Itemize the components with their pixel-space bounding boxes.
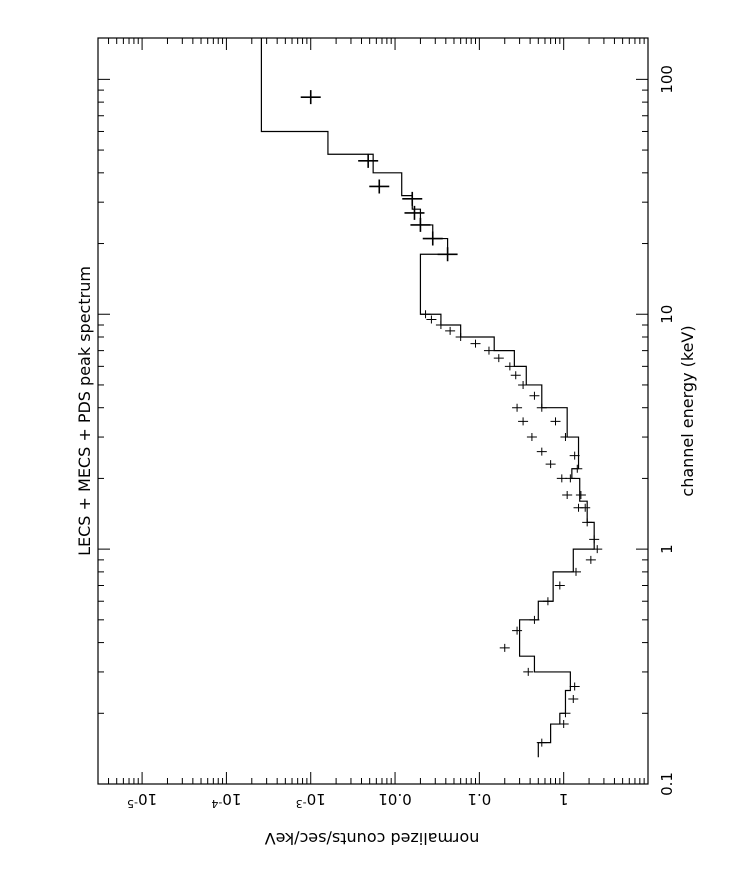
series-mecs	[420, 310, 591, 512]
data-point	[512, 403, 523, 412]
data-point	[410, 217, 431, 232]
data-point	[536, 738, 547, 747]
data-point	[556, 474, 567, 483]
data-point	[529, 615, 540, 624]
data-point	[512, 626, 523, 635]
data-point	[493, 354, 504, 363]
data-point	[523, 667, 534, 676]
data-point	[504, 362, 515, 371]
data-point	[542, 597, 553, 606]
plot-frame	[97, 37, 649, 785]
data-point	[562, 490, 573, 499]
data-point	[580, 503, 591, 512]
data-point	[554, 581, 565, 590]
data-point	[572, 464, 583, 473]
data-point	[582, 518, 593, 527]
series-lecs	[499, 403, 603, 747]
data-point	[470, 339, 481, 348]
data-point	[592, 545, 603, 554]
data-point	[536, 447, 547, 456]
data-point	[358, 153, 379, 168]
data-point	[402, 191, 423, 206]
data-point	[569, 451, 580, 460]
data-point	[526, 433, 537, 442]
data-point	[518, 380, 529, 389]
data-point	[435, 320, 446, 329]
data-point	[455, 333, 466, 342]
data-point	[558, 720, 569, 729]
model-line	[260, 38, 595, 758]
data-point	[560, 433, 571, 442]
x-tick-label: 100	[658, 65, 676, 94]
x-tick-label: 1	[658, 544, 676, 554]
y-tick-label: 10-4	[211, 790, 241, 810]
y-axis-label: normalized counts/sec/keV	[265, 829, 480, 848]
y-tick-label: 10-5	[127, 790, 157, 810]
y-tick-label: 0.01	[378, 790, 411, 808]
data-point	[560, 709, 571, 718]
data-point	[529, 391, 540, 400]
data-point	[550, 417, 561, 426]
series-pds	[300, 90, 458, 262]
data-point	[300, 90, 321, 105]
data-point	[536, 403, 547, 412]
data-point	[404, 205, 425, 220]
data-point	[426, 315, 437, 324]
x-tick-label: 0.1	[658, 772, 676, 796]
data-points	[300, 90, 603, 747]
model-curve	[260, 38, 595, 758]
data-point	[565, 474, 576, 483]
x-axis-label: channel energy (keV)	[678, 325, 697, 496]
tick-marks	[97, 38, 649, 785]
chart-title: LECS + MECS + PDS peak spectrum	[75, 266, 94, 556]
data-point	[589, 535, 600, 544]
data-point	[568, 695, 579, 704]
y-tick-label: 10-3	[296, 790, 326, 810]
x-tick-label: 10	[658, 305, 676, 324]
data-point	[420, 310, 431, 319]
data-point	[585, 555, 596, 564]
data-point	[445, 326, 456, 335]
y-tick-label: 1	[559, 790, 569, 808]
data-point	[575, 490, 586, 499]
data-point	[510, 371, 521, 380]
data-point	[369, 179, 390, 194]
data-point	[499, 643, 510, 652]
data-point	[569, 682, 580, 691]
data-point	[483, 346, 494, 355]
y-tick-label: 0.1	[467, 790, 491, 808]
data-point	[437, 247, 458, 262]
data-point	[571, 567, 582, 576]
data-point	[518, 417, 529, 426]
data-point	[545, 460, 556, 469]
data-point	[422, 231, 443, 246]
